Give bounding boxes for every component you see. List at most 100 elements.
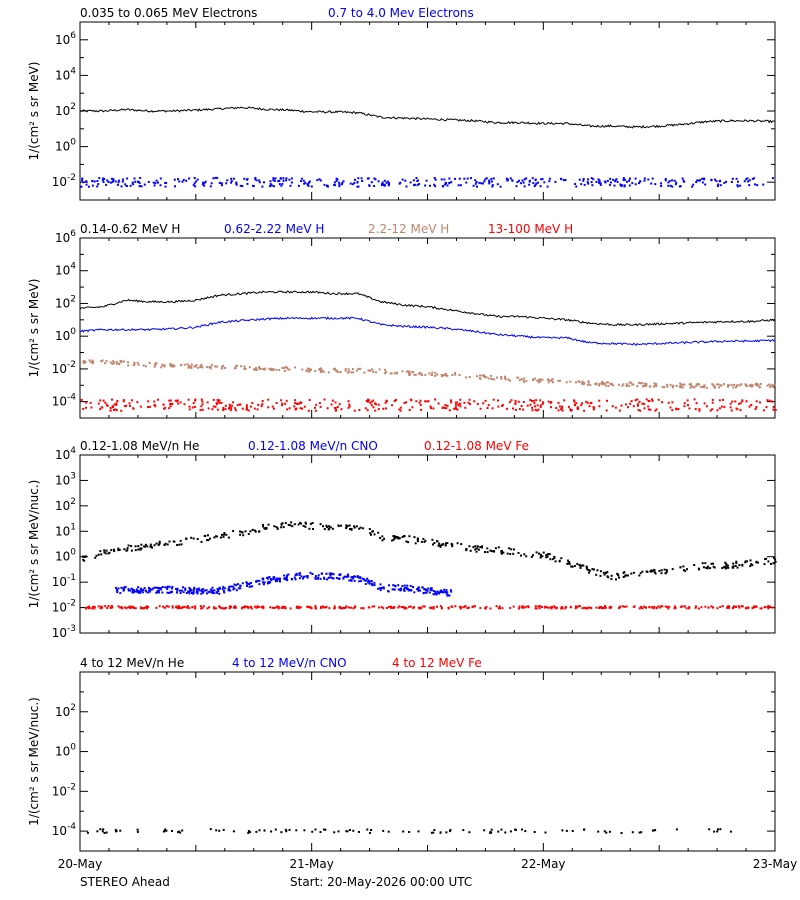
- data-point: [188, 408, 191, 411]
- data-point: [294, 402, 297, 405]
- data-point: [87, 185, 90, 188]
- data-point: [488, 181, 491, 184]
- data-point: [146, 591, 149, 594]
- data-point: [575, 606, 578, 609]
- data-point: [327, 528, 330, 531]
- data-point: [216, 399, 219, 401]
- data-point: [85, 607, 87, 609]
- data-point: [99, 550, 102, 553]
- data-point: [216, 365, 218, 368]
- data-point: [420, 408, 423, 411]
- data-point: [246, 585, 248, 587]
- data-point: [104, 401, 107, 404]
- data-point: [545, 606, 548, 609]
- data-point: [583, 828, 586, 831]
- data-point: [734, 605, 737, 608]
- data-point: [650, 182, 653, 185]
- data-point: [326, 184, 329, 187]
- data-point: [423, 588, 426, 591]
- data-point: [524, 830, 527, 833]
- data-point: [177, 831, 179, 834]
- data-point: [280, 607, 283, 609]
- data-point: [377, 403, 380, 406]
- data-point: [703, 384, 706, 387]
- data-point: [189, 589, 192, 592]
- data-point: [319, 523, 322, 526]
- data-point: [710, 562, 713, 565]
- data-point: [596, 569, 599, 572]
- data-point: [273, 179, 276, 182]
- data-point: [115, 360, 118, 363]
- y-tick-label: 103: [55, 471, 76, 487]
- y-tick-label: 100: [55, 743, 76, 759]
- data-point: [423, 540, 426, 543]
- data-point: [286, 574, 289, 577]
- data-point: [666, 383, 668, 386]
- data-point: [308, 181, 310, 184]
- data-point: [674, 605, 676, 608]
- data-point: [181, 829, 184, 832]
- data-point: [449, 589, 452, 592]
- data-point: [326, 578, 329, 581]
- data-point: [301, 407, 303, 410]
- data-point: [345, 524, 348, 527]
- data-point: [441, 185, 444, 187]
- data-point: [598, 383, 601, 385]
- data-point: [111, 181, 114, 183]
- data-point: [669, 184, 672, 187]
- data-point: [187, 590, 190, 593]
- data-point: [283, 577, 286, 580]
- data-point: [557, 401, 560, 404]
- legend-label: 4 to 12 MeV/n CNO: [232, 656, 347, 670]
- data-point: [598, 607, 601, 609]
- data-point: [514, 828, 517, 831]
- data-point: [523, 553, 526, 556]
- data-point: [745, 400, 748, 403]
- data-point: [760, 607, 763, 610]
- data-point: [638, 831, 641, 834]
- data-point: [176, 587, 179, 590]
- data-point: [512, 407, 514, 410]
- data-point: [537, 181, 539, 184]
- data-point: [515, 185, 518, 188]
- data-point: [262, 583, 265, 586]
- data-point: [370, 583, 373, 586]
- data-point: [374, 178, 377, 181]
- data-point: [519, 379, 521, 382]
- y-tick-label: 100: [55, 548, 76, 564]
- data-point: [282, 367, 285, 370]
- data-point: [726, 564, 729, 567]
- data-point: [587, 383, 590, 386]
- data-point: [699, 385, 702, 388]
- data-point: [265, 576, 268, 579]
- data-point: [358, 527, 361, 530]
- data-point: [774, 558, 777, 561]
- data-point: [450, 399, 452, 402]
- data-point: [536, 404, 539, 407]
- data-point: [290, 577, 293, 580]
- data-point: [228, 405, 231, 408]
- data-point: [713, 386, 716, 389]
- data-point: [314, 606, 317, 609]
- data-point: [373, 584, 376, 586]
- data-point: [294, 399, 297, 402]
- data-point: [441, 407, 444, 409]
- data-point: [85, 401, 88, 404]
- data-point: [694, 408, 697, 411]
- data-point: [158, 587, 161, 590]
- data-point: [561, 606, 564, 608]
- data-point: [667, 181, 670, 184]
- data-point: [582, 177, 585, 180]
- data-point: [747, 180, 750, 183]
- data-point: [304, 521, 307, 524]
- data-point: [214, 607, 217, 610]
- data-point: [582, 381, 585, 384]
- data-point: [218, 399, 221, 402]
- data-point: [523, 606, 526, 609]
- data-point: [279, 177, 282, 180]
- data-point: [257, 606, 260, 609]
- data-point: [403, 402, 406, 404]
- legend-label: 4 to 12 MeV Fe: [392, 656, 482, 670]
- data-point: [108, 551, 111, 554]
- data-point: [456, 542, 459, 545]
